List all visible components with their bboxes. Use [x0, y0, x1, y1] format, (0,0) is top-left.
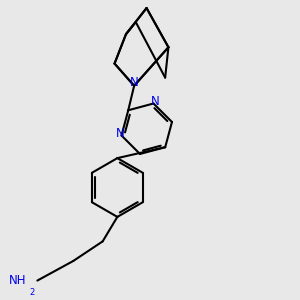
Text: N: N: [150, 95, 159, 108]
Text: N: N: [116, 127, 124, 140]
Text: N: N: [130, 76, 139, 89]
Text: NH: NH: [8, 274, 26, 287]
Text: 2: 2: [30, 288, 35, 297]
